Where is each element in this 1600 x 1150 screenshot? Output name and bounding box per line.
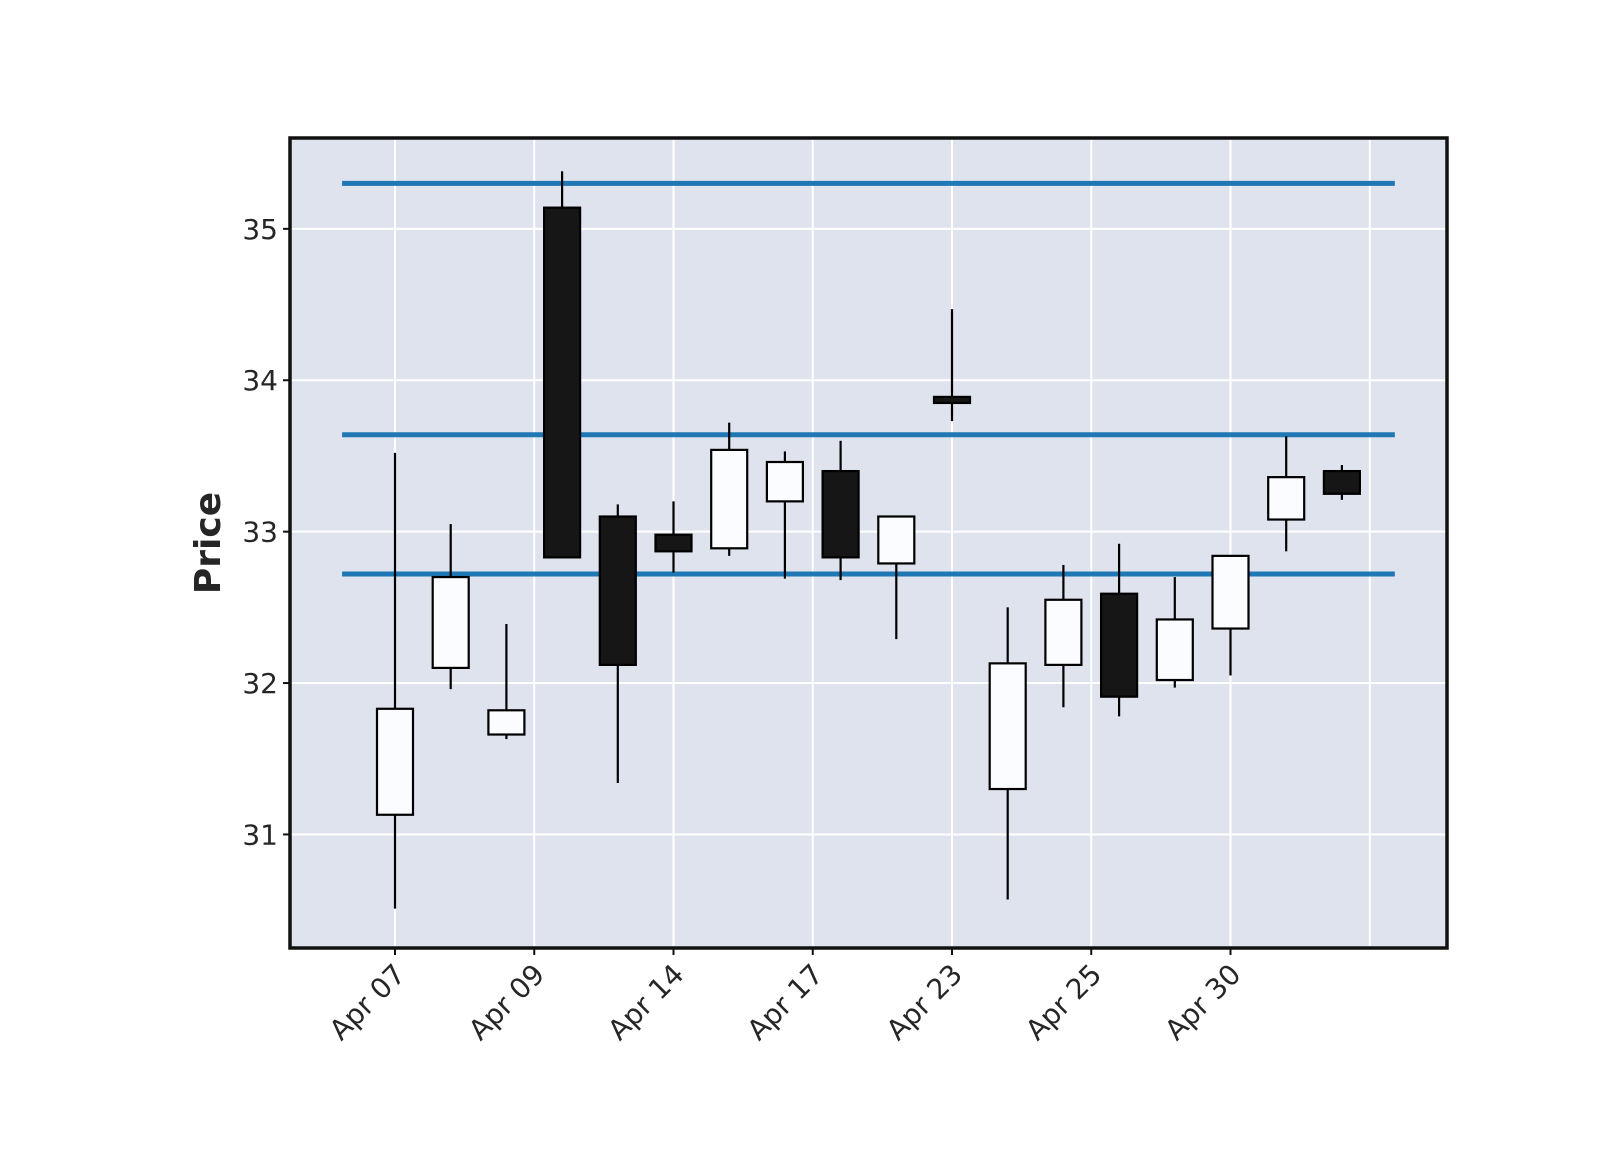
candle-body (1211, 554, 1250, 630)
candle (1211, 554, 1250, 676)
candle-body (710, 448, 749, 550)
candle (1099, 543, 1139, 717)
y-tick-label: 34 (242, 364, 278, 397)
candle-body (821, 469, 860, 559)
candle (710, 422, 749, 556)
candle-body (431, 575, 470, 670)
candle-body (1099, 592, 1139, 698)
candle-body (598, 515, 637, 666)
candle (1322, 465, 1362, 500)
candle-body (542, 206, 582, 559)
y-tick-label: 32 (242, 667, 278, 700)
plot-background (290, 138, 1447, 948)
candle (375, 452, 415, 909)
candle-body (877, 515, 916, 565)
candle (598, 504, 637, 783)
candle (765, 451, 805, 579)
candle (988, 607, 1027, 900)
candle-body (487, 709, 526, 736)
y-tick-label: 33 (242, 516, 278, 549)
candle (487, 624, 526, 740)
candle (1267, 436, 1306, 552)
candle-body (1044, 598, 1083, 666)
x-tick-label: Apr 25 (1019, 958, 1108, 1047)
candle-body (375, 707, 415, 816)
x-tick-label: Apr 30 (1158, 958, 1247, 1047)
y-axis: 31 32 33 34 35 (242, 213, 290, 851)
candle (542, 171, 582, 559)
candle-body (654, 533, 693, 553)
x-tick-label: Apr 17 (741, 958, 830, 1047)
candle (821, 440, 860, 581)
candle (932, 309, 972, 422)
x-tick-label: Apr 09 (462, 958, 551, 1047)
candle-body (932, 395, 972, 405)
y-axis-label: Price (188, 492, 229, 594)
x-tick-label: Apr 07 (323, 958, 412, 1047)
candle-body (1322, 469, 1362, 495)
candle (431, 524, 470, 690)
plot-frame (288, 136, 1449, 950)
candle-body (1155, 618, 1194, 682)
x-tick-label: Apr 14 (601, 958, 690, 1047)
candles (375, 171, 1362, 909)
x-axis: Apr 07 Apr 09 Apr 14 Apr 17 Apr 23 Apr 25 Apr … (323, 948, 1247, 1047)
y-tick-label: 35 (242, 213, 278, 246)
candle-body (988, 662, 1027, 791)
candle-body (1267, 476, 1306, 521)
candle (654, 501, 693, 573)
y-tick-label: 31 (242, 818, 278, 851)
x-tick-label: Apr 23 (880, 958, 969, 1047)
candle (877, 515, 916, 640)
candle (1044, 564, 1083, 708)
candle-body (765, 460, 805, 503)
candle (1155, 577, 1194, 688)
